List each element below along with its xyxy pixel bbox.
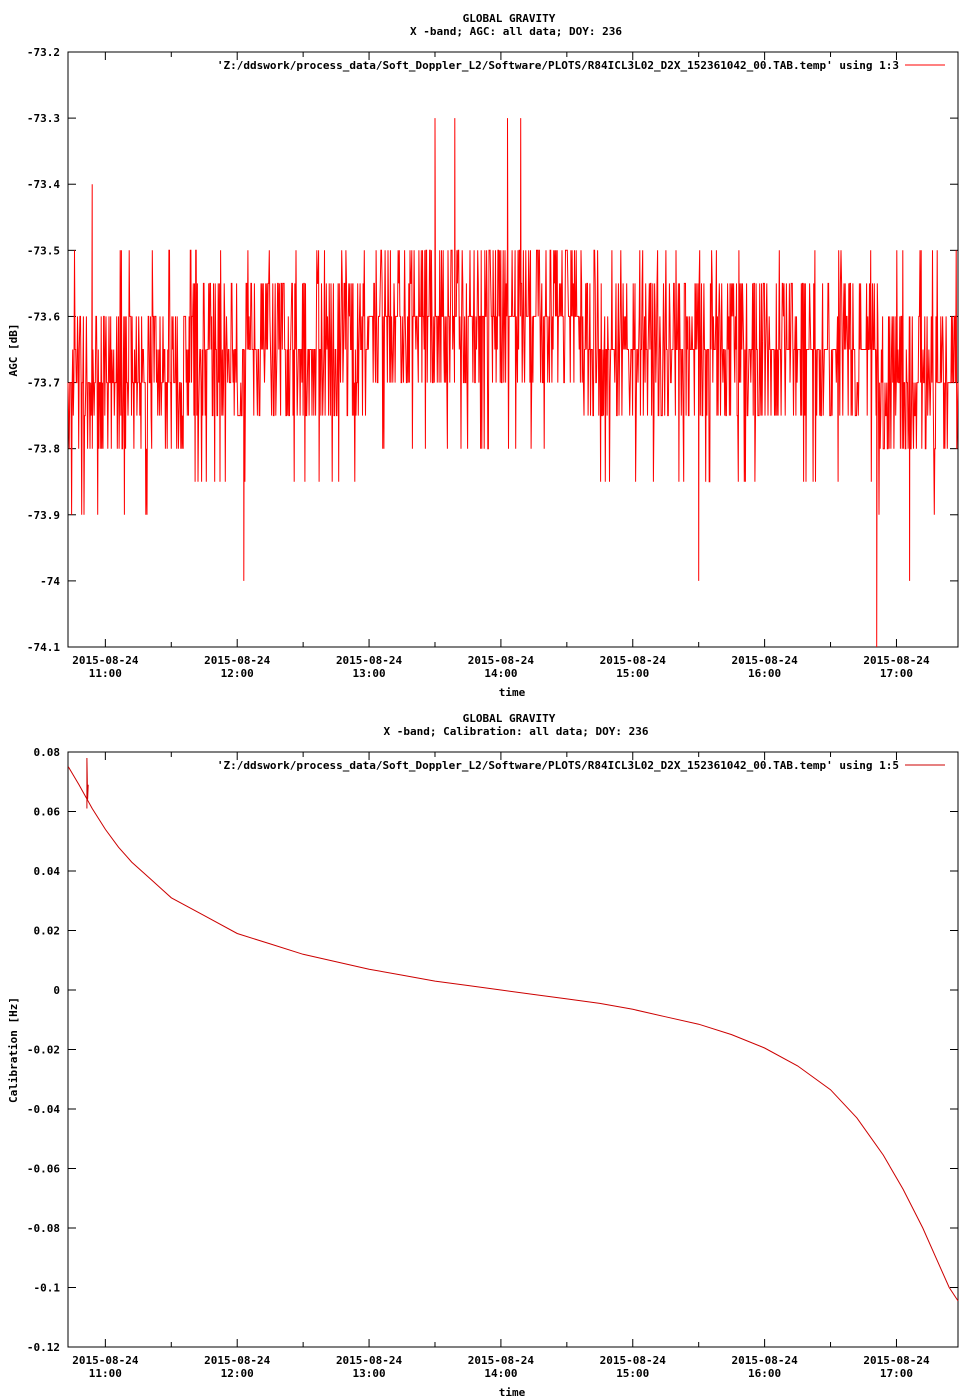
agc-plot-frame <box>67 51 959 648</box>
x-tick-time-label: 13:00 <box>352 667 385 680</box>
y-tick-label: -0.12 <box>27 1341 60 1354</box>
calibration-legend-label: 'Z:/ddswork/process_data/Soft_Doppler_L2… <box>217 759 899 772</box>
y-tick-label: -0.1 <box>34 1282 61 1295</box>
x-tick-time-label: 17:00 <box>880 667 913 680</box>
y-tick-label: -73.7 <box>27 377 60 390</box>
x-tick-time-label: 15:00 <box>616 667 649 680</box>
x-tick-date-label: 2015-08-24 <box>204 1354 271 1367</box>
calibration-chart-title: GLOBAL GRAVITY <box>463 712 556 725</box>
x-tick-time-label: 14:00 <box>484 667 517 680</box>
agc-x-axis-label: time <box>499 686 526 699</box>
x-tick-time-label: 16:00 <box>748 1367 781 1380</box>
x-tick-date-label: 2015-08-24 <box>600 654 667 667</box>
x-tick-date-label: 2015-08-24 <box>731 654 798 667</box>
y-tick-label: 0.06 <box>34 806 61 819</box>
calibration-chart-subtitle: X -band; Calibration: all data; DOY: 236 <box>384 725 649 738</box>
calibration-series-1 <box>67 757 959 1302</box>
x-tick-date-label: 2015-08-24 <box>336 1354 403 1367</box>
calibration-plot-frame <box>67 751 959 1348</box>
x-tick-date-label: 2015-08-24 <box>72 654 139 667</box>
agc-chart-title: GLOBAL GRAVITY <box>463 12 556 25</box>
x-tick-date-label: 2015-08-24 <box>72 1354 139 1367</box>
y-tick-label: -73.9 <box>27 509 60 522</box>
x-tick-date-label: 2015-08-24 <box>600 1354 667 1367</box>
y-tick-label: -0.02 <box>27 1044 60 1057</box>
y-tick-label: -0.08 <box>27 1222 60 1235</box>
x-tick-time-label: 12:00 <box>221 1367 254 1380</box>
x-tick-time-label: 15:00 <box>616 1367 649 1380</box>
calibration-x-ticks: 2015-08-2411:002015-08-2412:002015-08-24… <box>72 752 930 1380</box>
x-tick-time-label: 17:00 <box>880 1367 913 1380</box>
calibration-y-axis-label: Calibration [Hz] <box>7 997 20 1103</box>
x-tick-time-label: 12:00 <box>221 667 254 680</box>
agc-y-axis-label: AGC [dB] <box>7 324 20 377</box>
agc-x-ticks: 2015-08-2411:002015-08-2412:002015-08-24… <box>72 52 930 680</box>
x-tick-date-label: 2015-08-24 <box>731 1354 798 1367</box>
y-tick-label: 0.04 <box>34 865 61 878</box>
x-tick-date-label: 2015-08-24 <box>468 1354 535 1367</box>
y-tick-label: -0.06 <box>27 1163 60 1176</box>
agc-y-ticks: -73.2 -73.3 -73.4 -73.5 -73.6 -73.7 -73.8 -73.9… <box>27 46 958 654</box>
y-tick-label: 0.08 <box>34 746 61 759</box>
y-tick-label: -73.4 <box>27 178 60 191</box>
agc-series-line <box>67 118 959 648</box>
x-tick-time-label: 16:00 <box>748 667 781 680</box>
y-tick-label: -73.3 <box>27 112 60 125</box>
agc-chart: GLOBAL GRAVITY X -band; AGC: all data; D… <box>7 12 959 699</box>
x-tick-time-label: 14:00 <box>484 1367 517 1380</box>
calibration-y-ticks: 0.08 0.06 0.04 0.02 0 -0.02 -0.04 -0.06 -0.08 -0.… <box>27 746 958 1354</box>
y-tick-label: -73.5 <box>27 244 60 257</box>
y-tick-label: -74 <box>40 575 60 588</box>
calibration-x-axis-label: time <box>499 1386 526 1399</box>
y-tick-label: 0 <box>53 984 60 997</box>
x-tick-date-label: 2015-08-24 <box>863 1354 930 1367</box>
y-tick-label: -73.2 <box>27 46 60 59</box>
agc-legend-label: 'Z:/ddswork/process_data/Soft_Doppler_L2… <box>217 59 899 72</box>
y-tick-label: -73.8 <box>27 443 60 456</box>
y-tick-label: -0.04 <box>27 1103 60 1116</box>
agc-series-1 <box>67 118 959 648</box>
y-tick-label: -74.1 <box>27 641 60 654</box>
x-tick-time-label: 11:00 <box>89 667 122 680</box>
calibration-chart: GLOBAL GRAVITY X -band; Calibration: all… <box>7 712 959 1399</box>
agc-chart-subtitle: X -band; AGC: all data; DOY: 236 <box>410 25 622 38</box>
x-tick-time-label: 11:00 <box>89 1367 122 1380</box>
x-tick-date-label: 2015-08-24 <box>204 654 271 667</box>
calibration-series-line <box>67 766 959 1302</box>
x-tick-time-label: 13:00 <box>352 1367 385 1380</box>
x-tick-date-label: 2015-08-24 <box>863 654 930 667</box>
y-tick-label: -73.6 <box>27 310 60 323</box>
x-tick-date-label: 2015-08-24 <box>336 654 403 667</box>
calibration-spike <box>86 757 89 809</box>
y-tick-label: 0.02 <box>34 925 61 938</box>
x-tick-date-label: 2015-08-24 <box>468 654 535 667</box>
